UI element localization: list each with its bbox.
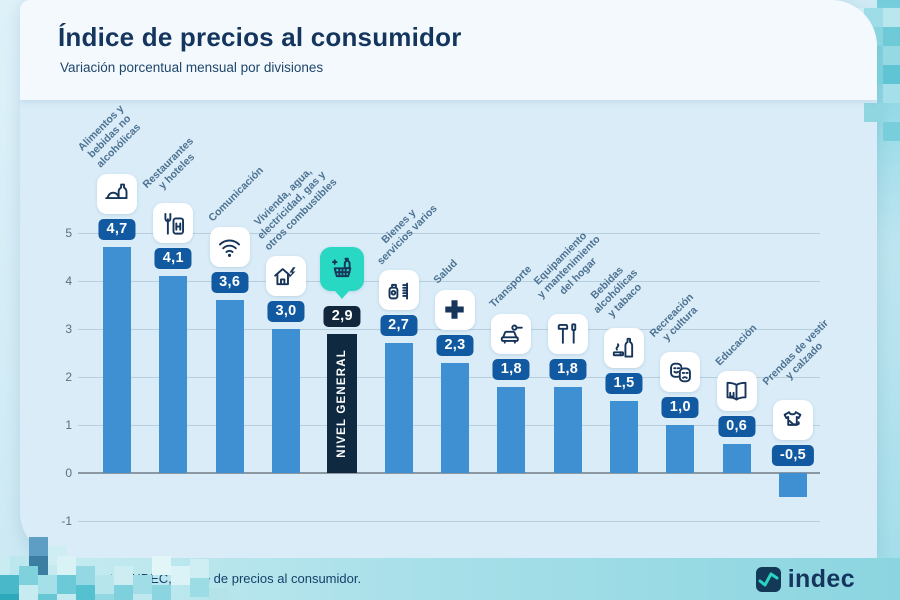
pixel-square xyxy=(864,103,883,122)
housing-utilities-icon xyxy=(265,256,306,296)
bar-rect-vivienda xyxy=(271,329,300,473)
value-badge: 4,1 xyxy=(154,248,192,270)
card-header: Índice de precios al consumidor Variació… xyxy=(20,0,877,100)
food-drink-icon xyxy=(97,174,137,215)
y-tick-label: 2 xyxy=(65,370,72,384)
pixel-square xyxy=(152,585,171,600)
pixel-square xyxy=(76,585,95,600)
y-tick-label: 5 xyxy=(65,226,72,240)
pixel-square xyxy=(38,594,57,600)
pixel-square xyxy=(95,594,114,600)
category-label-alimentos: Alimentos y bebidas no alcohólicas xyxy=(75,103,144,171)
bar-rect-bienes-servicios xyxy=(384,343,413,473)
speech-tail xyxy=(335,290,350,299)
shopping-basket-icon xyxy=(320,246,365,299)
theater-masks-icon xyxy=(660,352,701,392)
bar-rect-prendas xyxy=(778,473,807,497)
open-book-icon xyxy=(716,371,757,412)
pixel-square xyxy=(29,537,48,556)
value-badge: 1,8 xyxy=(549,358,587,380)
bar-rect-nivel-general: NIVEL GENERAL xyxy=(327,333,358,473)
bar-rect-salud xyxy=(440,362,469,473)
pixel-square xyxy=(190,559,209,578)
pixel-square xyxy=(57,575,76,594)
pixel-square xyxy=(38,575,57,594)
pixel-square xyxy=(883,84,900,103)
pixel-square xyxy=(95,575,114,594)
bar-rect-bebidas-tabaco xyxy=(609,401,638,473)
page-title: Índice de precios al consumidor xyxy=(58,22,462,52)
tshirt-shoe-icon xyxy=(772,400,813,440)
category-label-restaurantes: Restaurantes y hoteles xyxy=(140,135,198,193)
gridline xyxy=(78,281,820,282)
value-badge: 2,3 xyxy=(436,334,474,356)
pixel-square xyxy=(114,566,133,585)
gridline xyxy=(78,233,820,234)
restaurant-hotel-icon xyxy=(153,203,194,244)
pixel-square xyxy=(883,65,900,84)
bar-rect-comunicacion xyxy=(215,300,244,473)
category-label-recreacion: Recreación y cultura xyxy=(647,291,701,345)
x-axis-line xyxy=(78,472,820,474)
y-tick-label: -1 xyxy=(61,514,72,528)
pixel-square xyxy=(883,122,900,141)
page-subtitle: Variación porcentual mensual por divisio… xyxy=(60,60,324,75)
gridline xyxy=(78,521,820,522)
pixel-square xyxy=(133,575,152,594)
personal-care-icon xyxy=(378,270,419,311)
pixel-square xyxy=(171,566,190,585)
pixel-square xyxy=(883,27,900,46)
value-badge: -0,5 xyxy=(771,445,815,466)
pixel-square xyxy=(883,8,900,27)
indec-logo: indec xyxy=(755,565,855,594)
bar-rect-educacion xyxy=(722,444,751,473)
pixel-square xyxy=(19,566,38,585)
value-badge: 1,5 xyxy=(605,373,643,394)
y-tick-label: 0 xyxy=(65,466,72,480)
pixel-square xyxy=(152,556,171,575)
pixel-square xyxy=(76,566,95,585)
pixel-square xyxy=(0,575,19,594)
highlight-bar-label: NIVEL GENERAL xyxy=(336,349,349,458)
bar-rect-recreacion xyxy=(666,425,695,473)
bar-rect-equipamiento xyxy=(553,386,582,473)
bottle-smoke-icon xyxy=(603,328,644,368)
footer-band: Fuente: INDEC, Índice de precios al cons… xyxy=(0,558,900,600)
value-badge: 4,7 xyxy=(98,219,136,241)
pixel-square xyxy=(190,578,209,597)
value-badge: 2,7 xyxy=(380,315,418,337)
category-label-salud: Salud xyxy=(431,257,460,287)
tools-icon xyxy=(547,313,588,354)
bar-rect-alimentos xyxy=(103,247,131,473)
value-badge: 2,9 xyxy=(323,305,361,327)
bar-chart: 5 4 3 2 1 0 -1 4,7 Alimentos y bebidas no alcohóli… xyxy=(20,0,877,558)
y-tick-label: 3 xyxy=(65,322,72,336)
pixel-square xyxy=(0,594,19,600)
value-badge: 3,0 xyxy=(267,301,305,322)
pixel-square xyxy=(57,556,76,575)
car-wrench-icon xyxy=(491,313,532,354)
category-label-transporte: Transporte xyxy=(487,263,535,311)
health-cross-icon xyxy=(434,289,475,330)
bar-rect-restaurantes xyxy=(159,276,188,473)
pixel-square xyxy=(209,588,228,600)
pixel-square xyxy=(114,585,133,600)
value-badge: 0,6 xyxy=(718,416,756,438)
value-badge: 1,8 xyxy=(492,358,530,380)
y-tick-label: 4 xyxy=(65,274,72,288)
bar-rect-transporte xyxy=(497,386,526,473)
value-badge: 1,0 xyxy=(661,397,699,418)
chart-card: Índice de precios al consumidor Variació… xyxy=(20,0,877,558)
y-tick-label: 1 xyxy=(65,418,72,432)
value-badge: 3,6 xyxy=(211,272,249,294)
wifi-icon xyxy=(209,227,250,268)
indec-logo-icon xyxy=(755,567,781,592)
pixel-square xyxy=(883,46,900,65)
category-label-bienes-servicios: Bienes y servicios varios xyxy=(374,202,440,268)
indec-logo-text: indec xyxy=(787,565,855,593)
